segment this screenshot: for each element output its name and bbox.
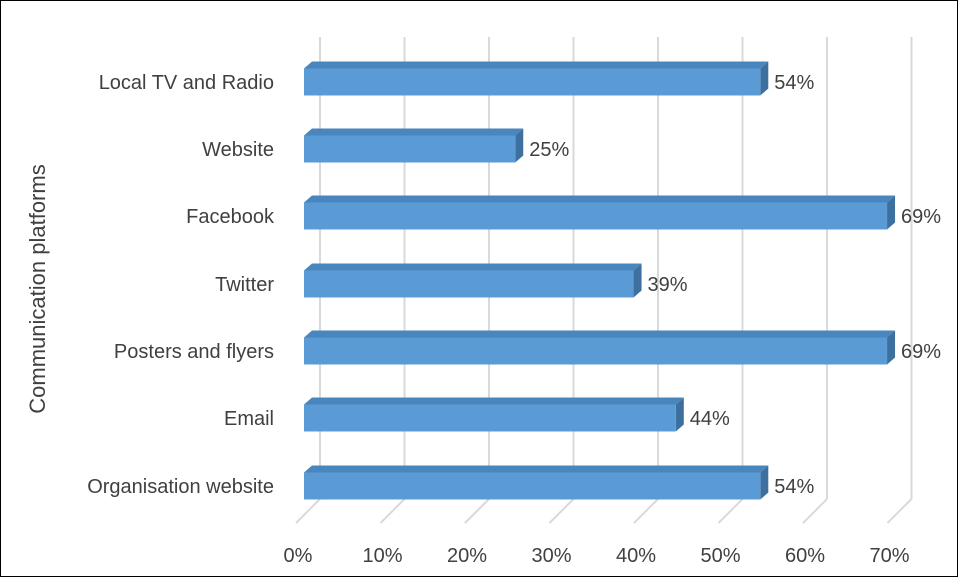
data-label: 69% <box>901 341 941 363</box>
category-label: Organisation website <box>87 476 274 498</box>
x-tick-label: 0% <box>284 545 313 567</box>
bar-side <box>887 195 896 230</box>
bar-side <box>760 465 769 500</box>
category-label: Local TV and Radio <box>99 72 274 94</box>
data-label: 44% <box>690 408 730 430</box>
data-label: 39% <box>648 274 688 296</box>
x-tick-label: 50% <box>700 545 740 567</box>
gridline-floor <box>633 498 659 524</box>
bar-top <box>304 465 769 473</box>
bar <box>304 472 761 500</box>
data-label: 69% <box>901 206 941 228</box>
x-tick-label: 40% <box>616 545 656 567</box>
x-tick-label: 20% <box>447 545 487 567</box>
gridline-floor <box>717 498 744 524</box>
y-axis-title: Communication platforms <box>25 164 50 413</box>
gridline-floor <box>548 498 575 524</box>
bar <box>304 68 761 96</box>
gridline-floor <box>379 498 406 524</box>
category-label: Twitter <box>215 274 274 296</box>
gridline-floor <box>295 498 321 524</box>
bar <box>304 337 888 365</box>
gridline-floor <box>802 498 828 524</box>
bar-side <box>633 263 642 298</box>
x-tick-labels: 0% 10% 20% 30% 40% 50% 60% 70% <box>284 545 910 567</box>
x-tick-label: 10% <box>362 545 402 567</box>
x-tick-label: 60% <box>785 545 825 567</box>
gridline-floor <box>464 498 490 524</box>
bar-side <box>675 397 684 432</box>
gridline-floor <box>886 498 913 524</box>
category-label: Posters and flyers <box>114 341 274 363</box>
data-label: 54% <box>774 476 814 498</box>
bar <box>304 135 516 163</box>
bar-top <box>304 330 896 338</box>
bar <box>304 404 676 432</box>
bar-top <box>304 195 896 203</box>
bar-top <box>304 263 642 271</box>
category-label: Email <box>224 408 274 430</box>
bar-side <box>515 128 524 163</box>
x-tick-label: 30% <box>531 545 571 567</box>
category-labels: Local TV and Radio Website Facebook Twitter… <box>87 72 275 498</box>
bars <box>304 61 896 500</box>
bar <box>304 202 888 230</box>
data-label: 25% <box>529 139 569 161</box>
data-labels: 54% 25% 69% 39% 69% 44% 54% <box>529 72 941 498</box>
category-label: Facebook <box>186 206 275 228</box>
bar-top <box>304 128 524 136</box>
bar-side <box>760 61 769 96</box>
bar-top <box>304 61 769 69</box>
bar-top <box>304 397 684 405</box>
x-tick-label: 70% <box>869 545 909 567</box>
data-label: 54% <box>774 72 814 94</box>
category-label: Website <box>202 139 274 161</box>
bar-side <box>887 330 896 365</box>
bar <box>304 270 634 298</box>
